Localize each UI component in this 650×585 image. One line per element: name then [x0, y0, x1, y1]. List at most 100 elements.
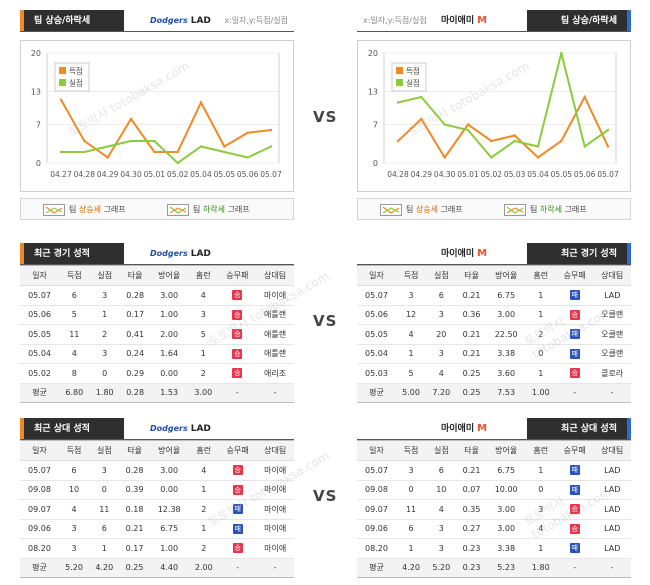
table-cell: 6.75 — [149, 519, 189, 539]
x-tick-label: 05.03 — [504, 170, 526, 179]
table-team: Dodgers LAD — [150, 243, 211, 265]
table-cell: 3 — [395, 285, 427, 306]
x-tick-label: 05.04 — [527, 170, 549, 179]
data-point — [583, 145, 586, 148]
x-tick-label: 05.06 — [237, 170, 259, 179]
table-row: 05.04 4 3 0.24 1.64 1 승 애틀랜 — [20, 344, 294, 364]
result-cell: 승 — [555, 519, 594, 539]
table-cell: 마이애 — [256, 499, 294, 520]
vs-label-h2h: VS — [313, 487, 338, 505]
table-cell: 3.00 — [486, 499, 526, 520]
table-cell: 5 — [59, 305, 90, 325]
table-cell: 10 — [58, 480, 90, 500]
header-accent-right — [627, 10, 631, 32]
table-cell: 0.21 — [456, 344, 487, 364]
table-cell: 마이애 — [256, 460, 294, 481]
table-cell: 0.21 — [119, 519, 150, 539]
data-point — [246, 131, 249, 134]
table-cell: 3 — [89, 285, 120, 306]
y-tick-label: 7 — [373, 121, 378, 130]
column-header: 방어율 — [486, 265, 526, 286]
result-badge: 패 — [569, 329, 580, 340]
table-row: 09.07 11 4 0.35 3.00 3 승 LAD — [357, 499, 631, 520]
table-cell: 08.20 — [20, 538, 59, 559]
legend-swatch — [59, 67, 66, 74]
average-cell: 평균 — [357, 383, 396, 403]
data-point — [513, 134, 516, 137]
column-header: 방어율 — [486, 440, 526, 461]
result-cell: 승 — [218, 285, 257, 306]
result-cell: 패 — [555, 460, 594, 481]
average-cell: - — [555, 383, 594, 403]
table-row: 05.07 6 3 0.28 3.00 4 승 마이애 — [20, 460, 294, 481]
data-point — [420, 95, 423, 99]
column-header: 방어율 — [149, 440, 189, 461]
table-row: 05.03 5 4 0.25 3.60 1 승 콜로라 — [357, 363, 631, 384]
table-cell: 0.36 — [456, 305, 487, 325]
chart-header-left: 팀 상승/하락세 Dodgers LAD x:일자,y:득점/실점 — [20, 10, 294, 32]
table-cell: LAD — [593, 285, 631, 306]
table-title: 최근 상대 성적 — [24, 418, 124, 440]
table-cell: 0.28 — [119, 285, 151, 306]
table-cell: 05.04 — [20, 344, 60, 364]
table-cell: 4 — [58, 499, 90, 520]
stats-table: 일자 득점 실점 타율 방어율 홈런 승무패 상대팀 05.07 6 3 0.28 3.00 4 승 마이애 0… — [20, 440, 294, 578]
table-row: 09.06 6 3 0.27 3.00 4 승 LAD — [357, 519, 631, 539]
legend-label: 실점 — [406, 78, 420, 88]
table-cell: 0.24 — [119, 344, 151, 364]
data-point — [490, 156, 493, 159]
table-cell: 05.07 — [357, 285, 396, 306]
legend-swatch — [396, 67, 403, 74]
table-cell: 11 — [89, 499, 120, 520]
line-chart-right: 0 7 13 20 04.28 04.29 04.30 05.01 05.02 05.03 05.0… — [357, 40, 631, 192]
table-title: 최근 상대 성적 — [527, 418, 627, 440]
y-tick-label: 0 — [36, 159, 41, 168]
table-cell: 6.75 — [486, 285, 526, 306]
average-cell: 7.53 — [486, 383, 526, 403]
table-team: 마이애미 M — [441, 418, 487, 440]
average-cell: - — [256, 383, 294, 403]
data-point — [59, 98, 63, 101]
table-row: 08.20 3 1 0.17 1.00 2 승 마이애 — [20, 538, 294, 559]
result-cell: 승 — [555, 305, 594, 325]
column-header: 실점 — [426, 440, 457, 461]
average-row: 평균 5.00 7.20 0.25 7.53 1.00- - — [357, 383, 631, 403]
result-badge: 승 — [232, 309, 243, 320]
data-point — [129, 117, 133, 121]
average-cell: 5.20 — [426, 558, 457, 578]
x-tick-label: 04.27 — [50, 170, 72, 179]
column-header: 홈런 — [525, 265, 556, 286]
result-cell: 승 — [218, 480, 257, 500]
table-header-row: 일자 득점 실점 타율 방어율 홈런 승무패 상대팀 — [20, 440, 294, 461]
table-title: 최근 경기 성적 — [527, 243, 627, 265]
table-cell: 05.06 — [357, 305, 396, 325]
data-point — [59, 150, 63, 154]
table-cell: LAD — [593, 460, 631, 481]
x-tick-label: 04.28 — [74, 170, 96, 179]
x-tick-label: 04.29 — [411, 170, 433, 179]
table-row: 09.07 4 11 0.18 12.38 2 패 마이애 — [20, 499, 294, 520]
average-cell: 4.20 — [395, 558, 427, 578]
table-cell: 콜로라 — [593, 363, 631, 384]
table-header-row: 일자 득점 실점 타율 방어율 홈런 승무패 상대팀 — [357, 265, 631, 286]
result-badge: 패 — [569, 543, 580, 554]
stats-table: 일자 득점 실점 타율 방어율 홈런 승무패 상대팀 05.07 3 6 0.21 6.75 1 패 LAD 0… — [357, 440, 631, 578]
column-header: 승무패 — [555, 265, 594, 286]
table-cell: 3 — [525, 499, 556, 520]
stats-table: 일자 득점 실점 타율 방어율 홈런 승무패 상대팀 05.07 3 6 0.21 6.75 1 패 LAD 0… — [357, 265, 631, 403]
result-badge: 승 — [232, 290, 243, 301]
column-header: 타율 — [119, 265, 151, 286]
column-header: 득점 — [395, 265, 427, 286]
table-cell: 4 — [525, 519, 556, 539]
x-tick-label: 04.30 — [120, 170, 142, 179]
table-cell: 09.07 — [357, 499, 396, 520]
column-header: 상대팀 — [256, 265, 294, 286]
table-cell: 오클랜 — [593, 305, 631, 325]
line-chart-left: 0 7 13 20 04.27 04.28 04.29 04.30 05.01 05.02 05.0… — [20, 40, 294, 192]
x-tick-label: 05.02 — [167, 170, 189, 179]
table-cell: 3 — [395, 460, 427, 481]
table-cell: 11 — [59, 324, 90, 345]
result-cell: 패 — [555, 538, 594, 559]
table-row: 09.08 10 0 0.39 0.00 1 승 마이애 — [20, 480, 294, 500]
table-cell: 1 — [525, 460, 556, 481]
